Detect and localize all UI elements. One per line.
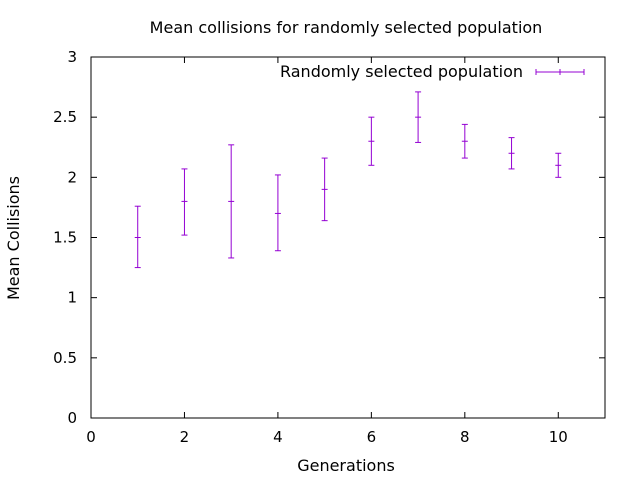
data-point [368, 116, 375, 166]
y-tick-label: 1 [67, 289, 77, 307]
x-tick-label: 2 [180, 428, 190, 446]
data-point [274, 174, 281, 252]
y-tick-label: 2.5 [53, 108, 77, 126]
axes-layer: 0 0.5 1 1.5 2 2.5 3 0 2 4 6 8 10 [53, 48, 605, 446]
y-tick-label: 1.5 [53, 229, 77, 247]
data-point [181, 168, 188, 236]
x-tick-label: 8 [460, 428, 470, 446]
y-tick-label: 2 [67, 168, 77, 186]
data-layer [134, 91, 562, 269]
x-axis-label: Generations [297, 456, 395, 475]
chart-title: Mean collisions for randomly selected po… [150, 18, 543, 37]
data-point [555, 152, 562, 178]
legend: Randomly selected population [280, 62, 585, 81]
data-point [134, 205, 141, 269]
x-tick-label: 10 [549, 428, 568, 446]
x-tick-label: 4 [273, 428, 283, 446]
data-point [415, 91, 422, 143]
legend-key [535, 69, 585, 75]
y-axis-label: Mean Collisions [4, 176, 23, 300]
plot-area-border [90, 56, 606, 419]
data-point [321, 157, 328, 222]
x-tick-label: 6 [367, 428, 377, 446]
y-tick-label: 0 [67, 409, 77, 427]
x-tick-label: 0 [86, 428, 96, 446]
y-tick-label: 0.5 [53, 349, 77, 367]
y-tick-label: 3 [67, 48, 77, 66]
legend-label: Randomly selected population [280, 62, 523, 81]
data-point [508, 137, 515, 170]
data-point [461, 123, 468, 159]
data-point [228, 144, 235, 259]
